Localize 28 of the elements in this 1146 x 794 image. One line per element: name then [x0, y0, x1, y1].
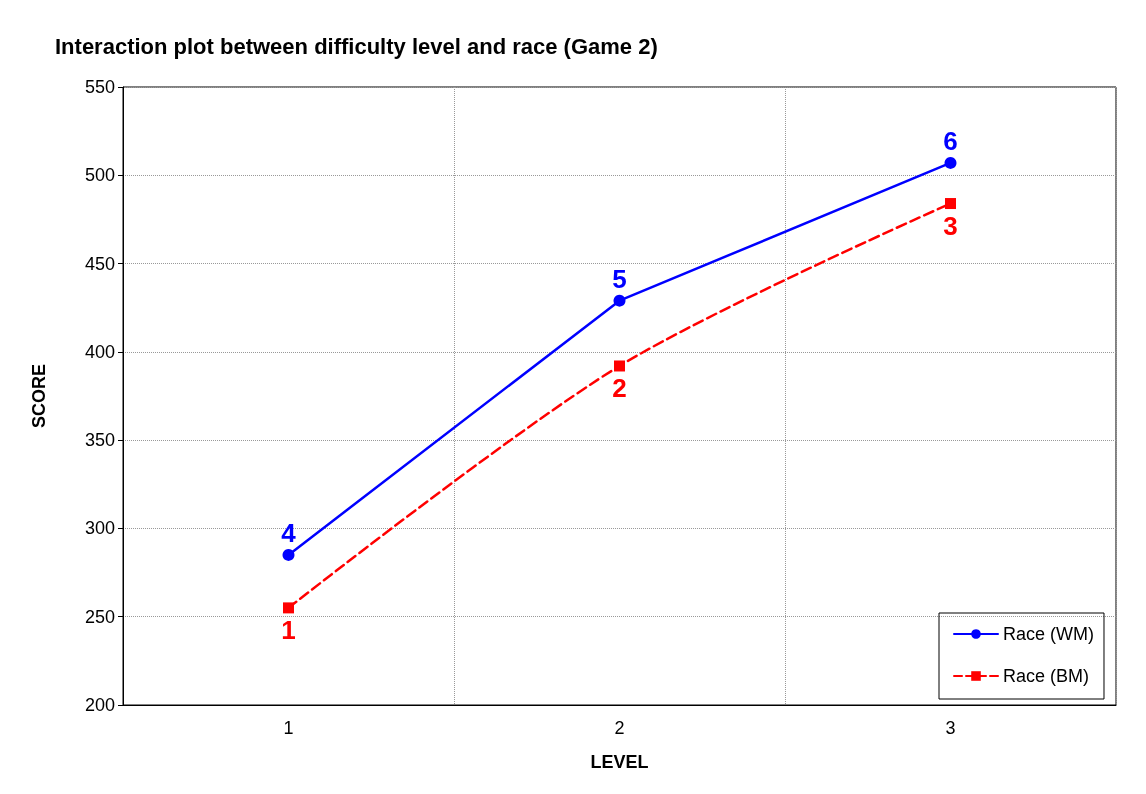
point — [282, 548, 295, 561]
annotation: 5 — [612, 263, 627, 294]
legend-label: Race (BM) — [1003, 666, 1090, 686]
x-axis-title: LEVEL — [590, 752, 649, 772]
annotation: 3 — [943, 210, 958, 241]
x-tick-label: 3 — [945, 718, 956, 738]
y-tick-label: 550 — [84, 77, 115, 97]
y-tick-label: 200 — [84, 695, 115, 715]
y-tick-label: 500 — [84, 165, 115, 186]
y-tick-label: 300 — [84, 518, 115, 539]
y-tick-label: 450 — [84, 253, 115, 274]
point — [613, 294, 626, 307]
point — [945, 198, 956, 210]
y-axis-title: SCORE — [29, 363, 49, 429]
point — [283, 602, 294, 614]
chart-title: Interaction plot between difficulty level and race (Game 2) — [55, 33, 658, 59]
x-tick-label: 2 — [614, 718, 625, 738]
legend-label: Race (WM) — [1003, 624, 1095, 644]
y-tick-label: 350 — [84, 430, 115, 451]
point — [944, 156, 957, 169]
x-tick-label: 1 — [283, 718, 294, 738]
annotation: 1 — [281, 614, 296, 645]
annotation: 6 — [943, 125, 958, 156]
y-tick-label: 250 — [84, 606, 115, 627]
annotation: 4 — [281, 517, 297, 548]
y-tick-label: 400 — [84, 341, 115, 362]
annotation: 2 — [612, 372, 627, 403]
point — [614, 360, 625, 372]
